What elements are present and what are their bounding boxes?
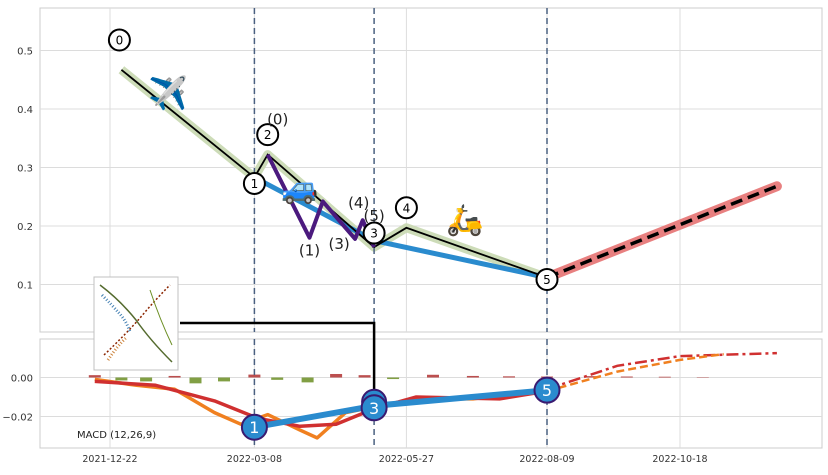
wave-point-label: 2 bbox=[264, 128, 272, 142]
chart-thumbnail-icon bbox=[94, 277, 178, 370]
macd-y-tick-label: 0.00 bbox=[11, 374, 33, 385]
x-tick-label: 2022-08-09 bbox=[519, 454, 574, 465]
macd-point-label: 1 bbox=[249, 418, 259, 437]
subwave-label: (0) bbox=[267, 111, 288, 129]
wave-point-label: 3 bbox=[370, 227, 378, 241]
wave-point-label: 4 bbox=[403, 201, 411, 215]
macd-histogram-bar bbox=[248, 375, 260, 378]
x-tick-label: 2022-05-27 bbox=[379, 454, 434, 465]
macd-histogram-bar bbox=[467, 376, 479, 378]
macd-histogram-bar bbox=[271, 378, 283, 380]
subwave-label: (5) bbox=[363, 207, 384, 225]
macd-histogram-bar bbox=[190, 378, 202, 384]
macd-y-tick-label: −0.02 bbox=[2, 413, 33, 424]
macd-histogram-bar bbox=[621, 377, 633, 378]
x-tick-label: 2022-10-18 bbox=[652, 454, 707, 465]
macd-histogram-bar bbox=[359, 375, 371, 377]
wave-point-label: 0 bbox=[116, 34, 124, 48]
subwave-label: (1) bbox=[299, 242, 320, 260]
price-y-tick-label: 0.3 bbox=[17, 164, 33, 175]
macd-histogram-bar bbox=[503, 376, 515, 377]
macd-histogram-bar bbox=[387, 378, 399, 380]
price-y-tick-label: 0.5 bbox=[17, 47, 33, 58]
price-y-tick-label: 0.2 bbox=[17, 222, 33, 233]
price-y-tick-label: 0.4 bbox=[17, 105, 33, 116]
macd-histogram-bar bbox=[330, 374, 342, 378]
macd-point-label: 5 bbox=[542, 381, 552, 400]
subwave-label: (3) bbox=[328, 235, 349, 253]
macd-histogram-bar bbox=[302, 378, 314, 383]
x-tick-label: 2021-12-22 bbox=[82, 454, 137, 465]
price-y-tick-label: 0.1 bbox=[17, 281, 33, 292]
macd-histogram-bar bbox=[218, 378, 230, 382]
x-tick-label: 2022-03-08 bbox=[227, 454, 282, 465]
car-icon: 🚙 bbox=[281, 171, 318, 206]
macd-panel-label: MACD (12,26,9) bbox=[77, 430, 156, 441]
macd-histogram-bar bbox=[140, 378, 152, 382]
macd-histogram-bar bbox=[169, 376, 181, 378]
macd-histogram-bar bbox=[89, 375, 101, 377]
airplane-icon: ✈️ bbox=[148, 74, 188, 112]
wave-point-label: 1 bbox=[251, 177, 259, 191]
macd-point-label: 3 bbox=[369, 399, 379, 418]
wave-point-label: 5 bbox=[543, 273, 551, 287]
macd-histogram-bar bbox=[659, 377, 671, 378]
macd-histogram-bar bbox=[115, 378, 127, 381]
macd-histogram-bar bbox=[427, 375, 439, 378]
scooter-icon: 🛵 bbox=[446, 203, 483, 238]
